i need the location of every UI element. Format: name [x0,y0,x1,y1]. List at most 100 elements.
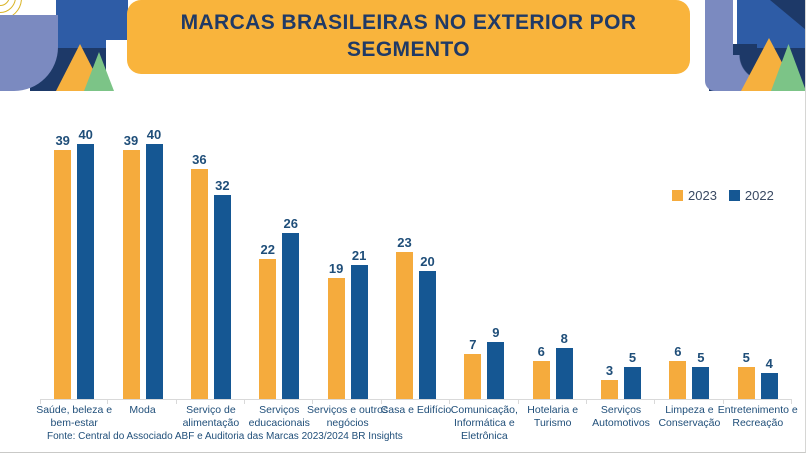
bar-group: 19 21 [313,118,381,399]
decor-j-shape [705,0,733,91]
value-label: 5 [628,350,637,365]
bar-2022 [760,373,778,399]
legend-label: 2023 [688,188,717,203]
legend-swatch-2022 [728,190,740,201]
value-label: 19 [328,261,344,276]
value-label: 6 [674,344,682,359]
bar-wrap: 21 [350,248,368,399]
page-title: MARCAS BRASILEIRAS NO EXTERIOR POR [180,11,637,35]
value-label: 36 [192,152,207,167]
bar-wrap: 6 [532,344,550,399]
category-label: Comunicação, Informática e Eletrônica [450,400,519,442]
bar-2023 [601,380,619,399]
bar-wrap: 5 [624,350,642,399]
value-label: 3 [605,363,614,378]
legend: 2023 2022 [672,188,774,203]
category-label: Serviço de alimentação [177,400,246,442]
bar-wrap: 8 [555,331,573,399]
value-label: 6 [537,344,545,359]
category-label: Serviços educacionais [245,400,314,442]
value-label: 40 [146,127,162,142]
bar-wrap: 40 [145,127,163,399]
bar-group: 23 20 [382,118,450,399]
value-label: 39 [55,133,70,148]
bar-2023 [669,361,687,399]
value-label: 39 [123,133,139,148]
page-title-line2: SEGMENTO [347,38,470,61]
bar-2023 [259,259,277,399]
value-label: 23 [397,235,412,250]
bar-wrap: 5 [692,350,710,399]
bar-wrap: 39 [54,133,72,399]
category-label: Serviços e outros negócios [307,400,388,442]
bar-2022 [555,348,573,399]
bar-2022 [624,367,642,399]
bar-2023 [190,169,208,399]
decor-blue-block [56,0,106,48]
value-label: 32 [215,178,230,193]
value-label: 9 [492,325,500,340]
bar-2023 [532,361,550,399]
category-label: Limpeza e Conservação [655,400,724,442]
right-corner-decoration [681,0,805,91]
bar-2022 [487,342,505,399]
legend-swatch-2023 [672,190,683,201]
title-banner: MARCAS BRASILEIRAS NO EXTERIOR POR SEGME… [127,0,690,74]
bar-wrap: 40 [77,127,95,399]
category-label: Serviços Automotivos [587,400,656,442]
bar-2022 [213,195,231,399]
x-axis: Saúde, beleza e bem-estar Moda Serviço de … [36,399,798,442]
bar-group: 22 26 [245,118,313,399]
bar-wrap: 3 [601,363,619,399]
bar-2023 [737,367,755,399]
legend-item-2022: 2022 [728,188,774,203]
bar-2022 [350,265,368,399]
value-label: 7 [469,337,477,352]
category-label: Casa e Edifício [381,400,451,442]
bar-2023 [395,252,413,399]
bar-2022 [418,271,436,399]
bar-group: 36 32 [177,118,245,399]
bar-wrap: 36 [190,152,208,399]
bar-wrap: 20 [418,254,436,399]
bar-wrap: 23 [395,235,413,399]
category-label: Saúde, beleza e bem-estar [36,400,112,442]
bar-2023 [54,150,72,399]
bar-chart: 39 40 39 40 36 32 22 26 19 21 23 20 7 9 6 8 3 5 6 5 5 4 Saúde… [36,118,798,442]
bar-wrap: 9 [487,325,505,399]
value-label: 40 [78,127,93,142]
bar-2023 [464,354,482,399]
value-label: 22 [260,242,275,257]
left-corner-decoration [0,0,128,91]
value-label: 4 [765,356,773,371]
bar-2022 [282,233,300,399]
category-label: Moda [108,400,178,442]
bar-wrap: 7 [464,337,482,399]
bar-2022 [145,144,163,399]
bar-wrap: 26 [282,216,300,399]
plot-area: 39 40 39 40 36 32 22 26 19 21 23 20 7 9 6 8 3 5 6 5 5 4 [40,118,792,399]
decor-blue-block [104,0,128,40]
bar-wrap: 32 [213,178,231,399]
legend-item-2023: 2023 [672,188,717,203]
value-label: 20 [420,254,435,269]
source-note: Fonte: Central do Associado ABF e Audito… [47,431,403,442]
bar-wrap: 5 [737,350,755,399]
category-label: Entretenimento e Recreação [718,400,798,442]
category-label: Hotelaria e Turismo [519,400,588,442]
bar-group: 39 40 [108,118,176,399]
bar-group: 39 40 [40,118,108,399]
bar-2023 [327,278,345,399]
bar-2022 [692,367,710,399]
bar-wrap: 22 [259,242,277,399]
bar-2022 [77,144,95,399]
bar-wrap: 19 [327,261,345,399]
legend-label: 2022 [744,188,774,203]
value-label: 5 [742,350,750,365]
